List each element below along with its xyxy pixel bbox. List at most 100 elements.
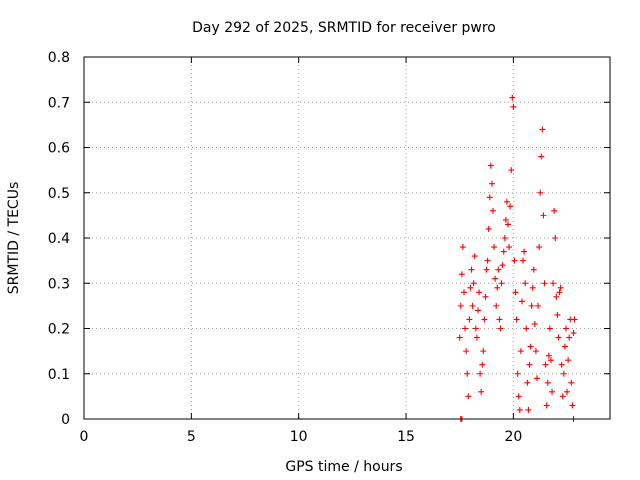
data-point [506,244,513,251]
data-point [497,325,504,332]
data-point [477,370,484,377]
data-point [557,284,564,291]
data-point [487,162,494,169]
y-tick-label: 0.6 [48,141,70,157]
data-point [513,316,520,323]
data-point [550,280,557,287]
data-point [476,289,483,296]
data-point [570,330,577,337]
data-point [542,361,549,368]
data-point [547,357,554,364]
data-point [532,348,539,355]
data-point [462,325,469,332]
data-point [523,325,530,332]
data-point [456,334,463,341]
data-point [488,180,495,187]
data-point [536,244,543,251]
data-point [543,402,550,409]
data-point [525,406,532,413]
data-point [564,388,571,395]
x-tick-label: 10 [290,429,308,445]
data-point [491,244,498,251]
data-point [470,280,477,287]
y-tick-label: 0.1 [48,367,70,383]
data-point [544,379,551,386]
data-point [493,302,500,309]
data-point [459,244,466,251]
data-point [552,235,559,241]
y-axis-label: SRMTID / TECUs [6,182,22,295]
y-tick-label: 0.7 [48,95,70,111]
data-point [509,94,516,101]
data-point [464,370,471,377]
x-tick-label: 0 [80,429,89,445]
data-point [483,266,490,273]
data-point [521,248,528,255]
data-point [467,284,474,291]
data-point [524,379,531,386]
data-point [535,302,542,309]
data-point [520,257,527,264]
data-point [494,284,501,291]
plot-frame [83,56,611,420]
data-point [553,293,560,300]
data-point [465,393,472,400]
data-point [546,325,553,332]
data-point [518,298,525,305]
data-point [510,103,517,110]
data-point [502,216,509,223]
data-point [474,307,481,314]
data-point [561,343,568,350]
x-tick-label: 5 [187,429,196,445]
data-point [500,248,507,255]
data-point [507,203,514,210]
data-point [472,325,479,332]
data-point [466,316,473,323]
y-tick-label: 0.5 [48,186,70,202]
x-axis-label: GPS time / hours [285,459,402,475]
data-point [571,316,578,323]
x-tick-label: 20 [504,429,522,445]
data-point [554,311,561,318]
data-point [514,370,521,377]
data-point [499,262,506,269]
data-point [526,361,533,368]
data-point [560,370,567,377]
data-point [539,126,546,133]
data-points [456,94,578,422]
data-point [468,266,475,273]
x-tick-label: 15 [397,429,415,445]
data-point [516,406,523,413]
data-point [492,275,499,282]
data-point [565,357,572,364]
data-point [527,343,534,350]
data-point [484,257,491,264]
data-point [569,402,576,409]
data-point [473,334,480,341]
data-point [549,388,556,395]
grid-lines [84,57,610,419]
data-point [461,289,468,296]
y-tick-label: 0.4 [48,231,70,247]
data-point [556,289,563,296]
data-point [555,334,562,341]
data-point [512,289,519,296]
data-point [480,348,487,355]
data-point [540,212,547,219]
y-tick-label: 0.2 [48,322,70,338]
data-point [522,280,529,287]
y-tick-label: 0 [61,412,70,428]
data-point [511,257,518,264]
y-tick-label: 0.3 [48,276,70,292]
data-point [501,235,508,241]
data-point [566,334,573,341]
data-point [489,207,496,214]
data-point [457,302,464,309]
data-point [538,153,545,160]
chart-title: Day 292 of 2025, SRMTID for receiver pwr… [192,20,496,36]
data-point [562,325,569,332]
data-point [528,302,535,309]
data-point [568,379,575,386]
data-point [545,352,552,359]
